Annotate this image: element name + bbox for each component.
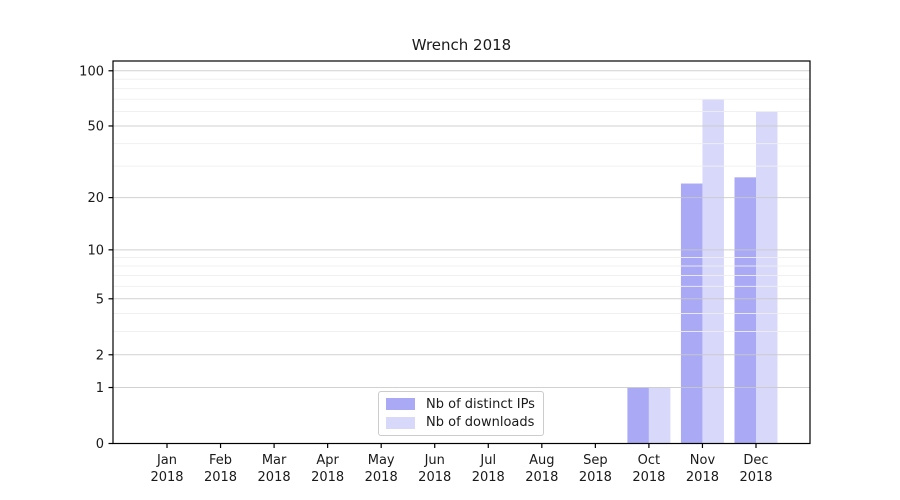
x-tick-label-aug: Aug 2018	[525, 453, 558, 485]
y-tick-label: 20	[87, 191, 104, 206]
x-tick-label-oct: Oct 2018	[632, 453, 665, 485]
y-tick-label: 100	[79, 64, 104, 79]
x-axis-ticks: Jan 2018 Feb 2018 Mar 2018 Apr 2018 May 2018 Jun 20…	[150, 443, 773, 485]
legend: Nb of distinct IPs Nb of downloads	[378, 391, 544, 436]
legend-swatch-distinct-ips	[386, 398, 415, 411]
legend-item-downloads: Nb of downloads	[386, 414, 535, 431]
bar-dec-downloads	[756, 111, 778, 444]
y-tick-label: 10	[87, 243, 104, 258]
x-tick-label-may: May 2018	[365, 453, 398, 485]
x-tick-label-nov: Nov 2018	[686, 453, 719, 485]
legend-swatch-downloads	[386, 416, 415, 429]
x-tick-label-jan: Jan 2018	[150, 453, 183, 485]
x-tick-label-jun: Jun 2018	[418, 453, 451, 485]
x-tick-label-mar: Mar 2018	[258, 453, 291, 485]
bar-dec-distinct-ips	[734, 177, 756, 444]
bar-nov-downloads	[702, 99, 724, 444]
y-axis-ticks: 0 1 2 5 10 20 50 100	[79, 64, 113, 452]
legend-item-distinct-ips: Nb of distinct IPs	[386, 396, 535, 413]
legend-label-downloads: Nb of downloads	[426, 415, 535, 431]
y-tick-label: 2	[96, 348, 104, 363]
gridlines-minor	[113, 78, 810, 333]
x-tick-label-apr: Apr 2018	[311, 453, 344, 485]
y-tick-label: 5	[96, 292, 104, 307]
y-tick-label: 0	[96, 437, 104, 452]
bars-downloads	[648, 99, 778, 444]
bar-oct-downloads	[648, 387, 671, 444]
x-tick-label-dec: Dec 2018	[739, 453, 772, 485]
x-tick-label-feb: Feb 2018	[204, 453, 237, 485]
x-tick-label-sep: Sep 2018	[579, 453, 612, 485]
legend-label-distinct-ips: Nb of distinct IPs	[426, 396, 535, 412]
x-tick-label-jul: Jul 2018	[472, 453, 505, 485]
bar-oct-distinct-ips	[627, 387, 649, 444]
y-tick-label: 1	[96, 381, 104, 396]
y-tick-label: 50	[87, 119, 104, 134]
axes-frame	[112, 60, 811, 445]
gridlines-major	[113, 70, 810, 389]
chart-title: Wrench 2018	[411, 36, 512, 54]
